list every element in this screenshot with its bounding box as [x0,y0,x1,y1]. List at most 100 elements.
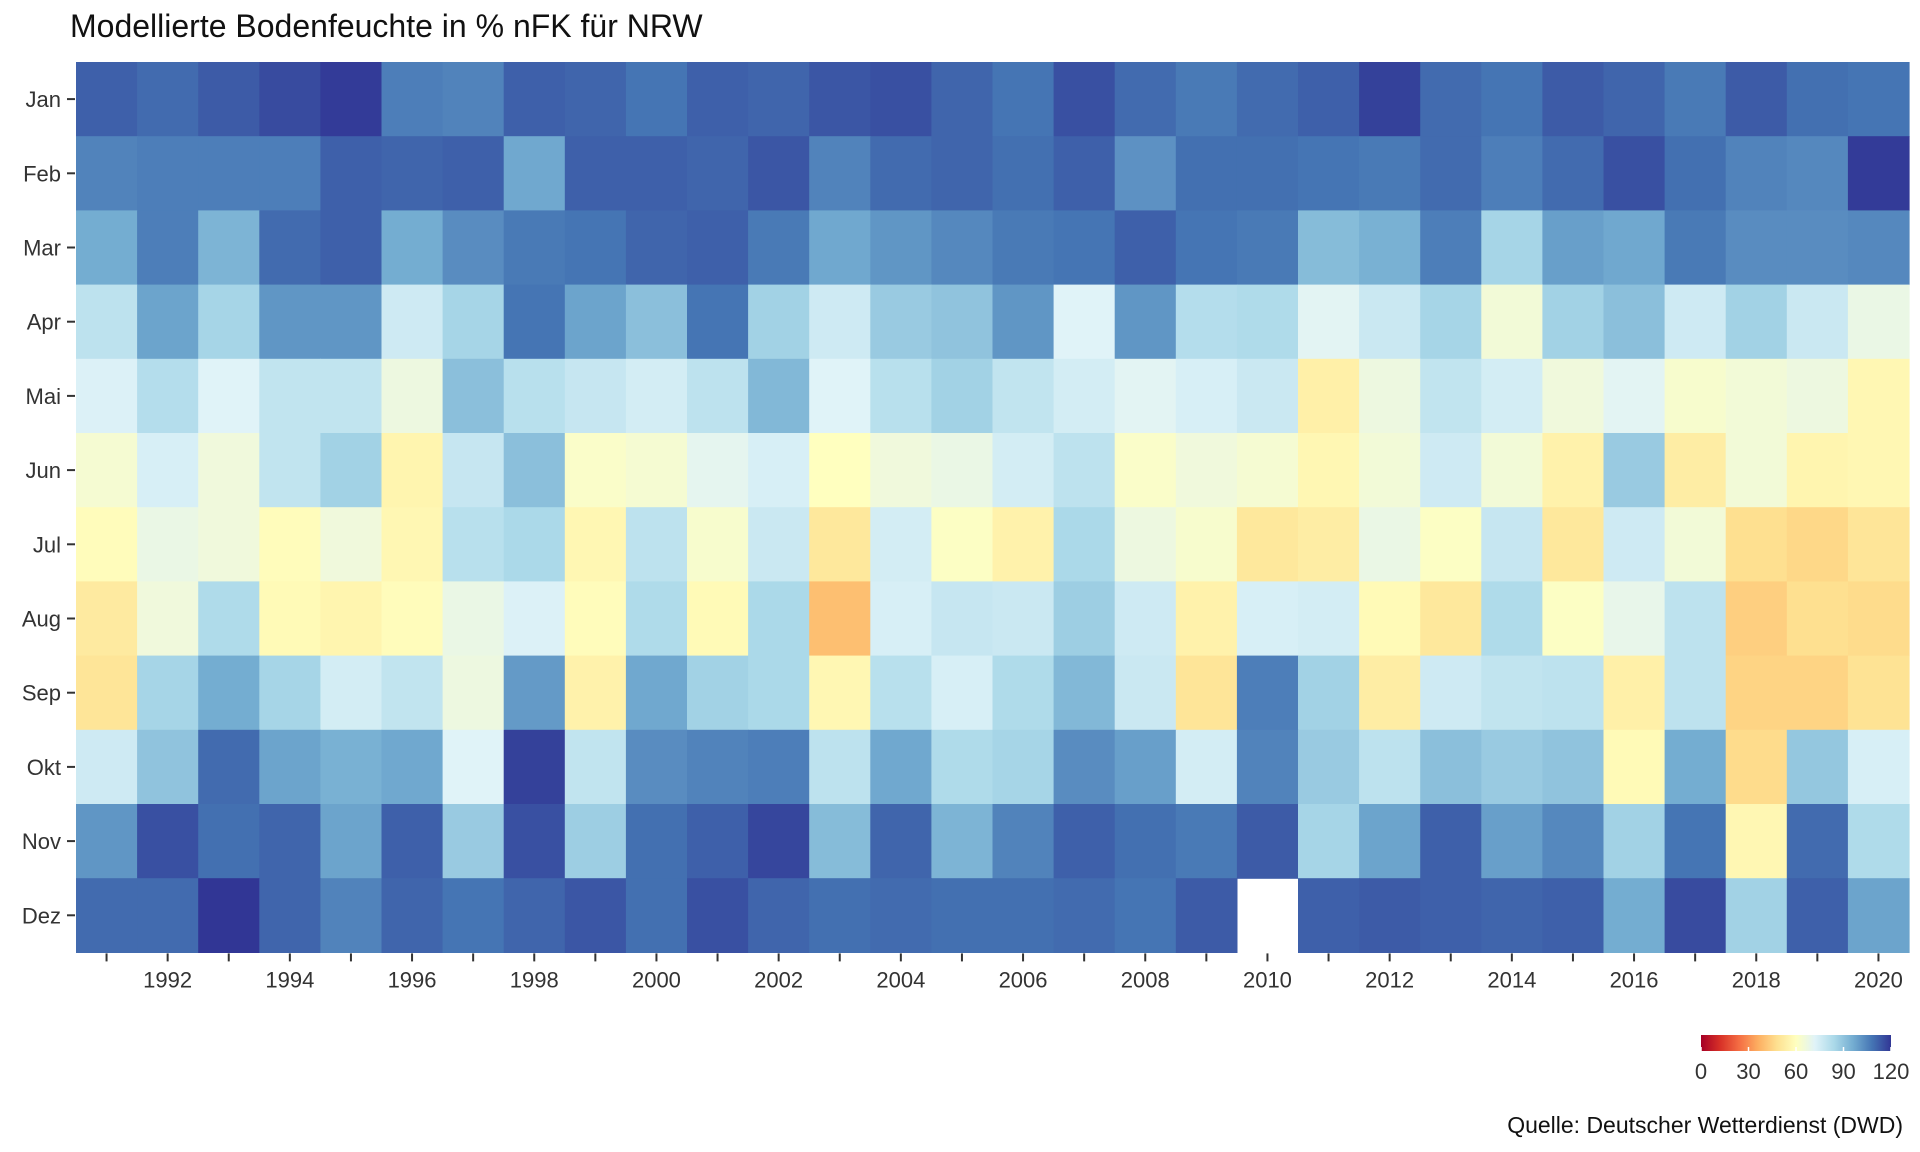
heatmap-cell [1053,210,1116,286]
heatmap-cell [625,210,688,286]
heatmap-cell [992,62,1055,137]
heatmap-cell [1420,433,1482,508]
heatmap-cell [1298,284,1360,360]
heatmap-cell [1725,358,1788,434]
heatmap-cell [625,729,688,805]
heatmap-cell [564,284,627,360]
heatmap-cell [1786,878,1849,953]
heatmap-cell [870,507,932,582]
heatmap-cell [1542,878,1605,953]
heatmap-cell [687,136,749,211]
heatmap-cell [320,358,383,434]
heatmap-cell [1847,358,1910,434]
y-tick-label: Mai [26,384,61,409]
heatmap-cell [1359,804,1421,879]
heatmap-cell [1420,655,1482,731]
heatmap-cell [809,655,871,731]
x-tick-label: 1998 [510,967,559,992]
heatmap-cell [931,433,994,508]
heatmap-cell [1175,358,1238,434]
colorbar-tick-label: 60 [1784,1059,1808,1084]
heatmap-cell [1236,655,1299,731]
heatmap-cell [1481,507,1543,582]
heatmap-cell [1481,358,1543,434]
heatmap-cell [442,358,505,434]
heatmap-cell [687,581,749,657]
heatmap-cell [1542,655,1605,731]
heatmap-cell [76,358,138,434]
heatmap-cell [1603,878,1666,953]
heatmap-cell [1481,62,1543,137]
heatmap-cell [1298,136,1360,211]
heatmap-cell [687,358,749,434]
heatmap-cell [992,581,1055,657]
heatmap-cell [1420,507,1482,582]
heatmap-cell [1420,729,1482,805]
heatmap-cell [137,655,199,731]
heatmap-cell [1603,136,1666,211]
heatmap-cell [687,284,749,360]
heatmap-cell [1359,655,1421,731]
heatmap-cell [625,878,688,953]
heatmap-cell [1298,804,1360,879]
heatmap-cell [870,433,932,508]
heatmap-cell [1481,729,1543,805]
heatmap-cell [137,210,199,286]
heatmap-cell [259,655,321,731]
heatmap-cell [1053,729,1116,805]
heatmap-cells [76,62,1910,953]
heatmap-cell [1175,284,1238,360]
heatmap-cell [1542,804,1605,879]
heatmap-cell [1359,878,1421,953]
heatmap-cell [992,136,1055,211]
heatmap-cell [1847,729,1910,805]
heatmap-cell [259,358,321,434]
heatmap-cell [259,433,321,508]
heatmap-cell [809,878,871,953]
heatmap-cell [320,433,383,508]
heatmap-cell [137,136,199,211]
heatmap-cell [442,210,505,286]
heatmap-cell [1847,878,1910,953]
heatmap-cell [1298,210,1360,286]
heatmap-cell [870,136,932,211]
x-tick-label: 1996 [388,967,437,992]
heatmap-cell [137,581,199,657]
heatmap-cell [564,136,627,211]
heatmap-cell [1236,284,1299,360]
heatmap-cell [1542,62,1605,137]
heatmap-cell [1725,804,1788,879]
y-axis: Jan Feb Mar Apr Mai Jun Jul Aug Sep Okt Nov Dez [22,87,75,928]
heatmap-cell [1725,136,1788,211]
heatmap-cell [992,210,1055,286]
heatmap-cell [1298,358,1360,434]
y-tick-label: Sep [22,681,61,706]
heatmap-cell [809,729,871,805]
heatmap-cell [1481,878,1543,953]
heatmap-cell [1114,507,1177,582]
heatmap-cell [1420,210,1482,286]
heatmap-cell [1236,62,1299,137]
heatmap-cell [748,507,810,582]
heatmap-cell [564,804,627,879]
heatmap-cell [1175,507,1238,582]
heatmap-cell [1114,878,1177,953]
heatmap-cell [809,210,871,286]
heatmap-cell [503,210,566,286]
heatmap-cell [137,804,199,879]
heatmap-cell [1175,804,1238,879]
heatmap-cell [76,878,138,953]
heatmap-cell [564,433,627,508]
heatmap-cell [564,507,627,582]
heatmap-cell [1053,581,1116,657]
heatmap-cell [1725,210,1788,286]
heatmap-cell [137,62,199,137]
heatmap-cell [198,62,260,137]
heatmap-cell [1786,581,1849,657]
heatmap-cell [625,655,688,731]
heatmap-cell [870,358,932,434]
heatmap-cell [137,358,199,434]
heatmap-cell [1114,358,1177,434]
heatmap-cell [564,878,627,953]
